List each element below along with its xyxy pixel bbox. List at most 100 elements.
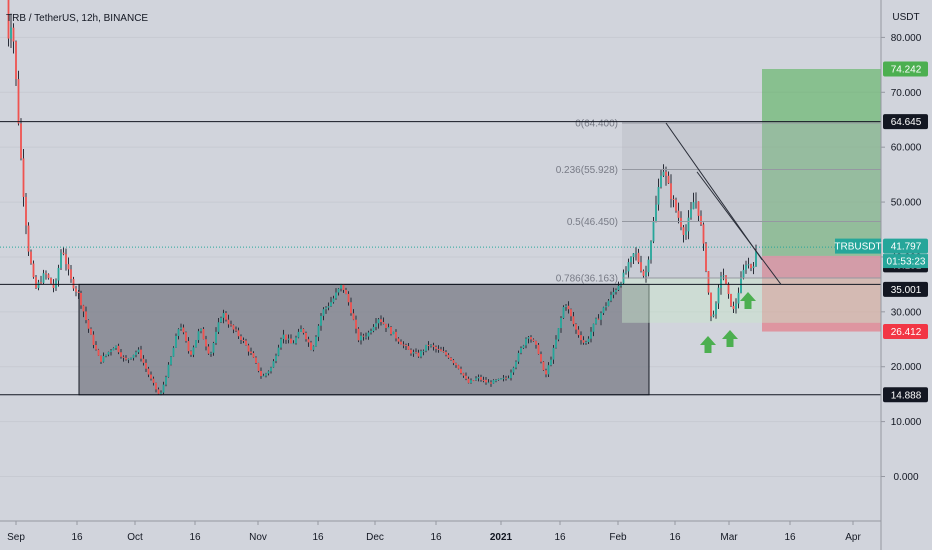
- x-tick-label: Sep: [7, 532, 25, 543]
- candle: [15, 40, 17, 87]
- candle-body: [472, 380, 475, 382]
- candle: [77, 290, 80, 300]
- candle-body: [102, 356, 105, 362]
- candle: [515, 360, 517, 370]
- candle-body: [717, 287, 720, 304]
- candle: [535, 340, 537, 349]
- candle-body: [202, 329, 205, 340]
- candle: [327, 302, 330, 311]
- candle-body: [530, 337, 532, 340]
- candle: [500, 378, 502, 380]
- candle: [152, 376, 155, 386]
- candle: [120, 349, 122, 359]
- candle-body: [130, 357, 132, 359]
- candle-body: [212, 342, 215, 353]
- candle-body: [390, 326, 392, 335]
- x-tick-label: Apr: [845, 532, 861, 543]
- candle-body: [232, 325, 235, 330]
- candle-body: [372, 326, 375, 331]
- candle: [195, 339, 197, 348]
- candle-body: [572, 316, 575, 325]
- candle-body: [545, 370, 547, 375]
- candle: [742, 264, 745, 280]
- candle-body: [322, 309, 325, 316]
- candle-body: [680, 217, 682, 228]
- candle: [530, 335, 532, 343]
- candle: [87, 319, 90, 333]
- candle: [705, 242, 707, 273]
- candle-body: [220, 317, 222, 323]
- candle: [647, 256, 650, 277]
- candle-body: [405, 345, 407, 347]
- candle: [710, 292, 712, 322]
- candle-body: [595, 318, 597, 324]
- candle: [135, 350, 137, 358]
- candle: [315, 335, 317, 347]
- candle: [437, 345, 440, 353]
- drawings[interactable]: 0(64.400) 0.236(55.928) 0.5(46.450) 0.786(3…: [0, 119, 881, 396]
- candle-body: [20, 123, 22, 159]
- candle: [630, 256, 632, 268]
- candle-body: [292, 343, 295, 345]
- candle-body: [517, 352, 520, 362]
- candle-body: [402, 344, 405, 346]
- candle: [172, 346, 175, 357]
- candle: [432, 342, 435, 351]
- candle-body: [327, 306, 330, 308]
- fib-level-label: 0.786(36.163): [556, 274, 618, 285]
- candle: [677, 202, 680, 224]
- candle-body: [737, 292, 740, 304]
- candle-body: [157, 389, 160, 394]
- candle-body: [655, 204, 657, 222]
- candle: [377, 317, 380, 329]
- candle-body: [382, 322, 385, 324]
- candle: [307, 336, 310, 347]
- candle-body: [187, 341, 190, 352]
- candle-body: [612, 292, 615, 295]
- candle-body: [367, 332, 370, 337]
- candle-body: [395, 331, 397, 339]
- candle: [562, 305, 565, 319]
- candle-body: [47, 274, 50, 279]
- candle: [312, 345, 315, 352]
- candle-body: [50, 278, 52, 284]
- candle: [232, 324, 235, 334]
- candle-body: [307, 339, 310, 343]
- candle-body: [272, 361, 275, 368]
- candle-body: [550, 359, 552, 366]
- candle: [425, 344, 427, 353]
- candle-body: [257, 363, 260, 371]
- candle-body: [370, 330, 372, 333]
- candle-body: [315, 336, 317, 347]
- countdown-bg: [883, 254, 928, 269]
- candle: [105, 354, 107, 358]
- candle-body: [657, 187, 660, 205]
- candle: [310, 340, 312, 351]
- candle: [132, 354, 135, 361]
- candle: [150, 371, 152, 381]
- candle: [42, 269, 45, 285]
- candle-body: [245, 340, 247, 346]
- candle-body: [637, 252, 640, 263]
- candle: [7, 0, 10, 47]
- candle-body: [30, 251, 32, 264]
- candle-body: [650, 241, 652, 260]
- candle: [470, 378, 472, 384]
- candle-body: [475, 378, 477, 381]
- currency-label: USDT: [892, 12, 919, 23]
- candle: [637, 248, 640, 264]
- candle-body: [400, 341, 402, 345]
- candle-body: [605, 305, 607, 308]
- candle: [555, 335, 557, 349]
- candle-body: [635, 252, 637, 254]
- candle-body: [532, 339, 535, 342]
- candle: [62, 246, 65, 256]
- candle: [520, 346, 522, 355]
- candle: [20, 118, 22, 161]
- candle: [445, 350, 447, 357]
- candle-body: [397, 338, 400, 342]
- candle: [122, 355, 125, 362]
- candle-body: [667, 175, 670, 184]
- candle: [197, 328, 200, 343]
